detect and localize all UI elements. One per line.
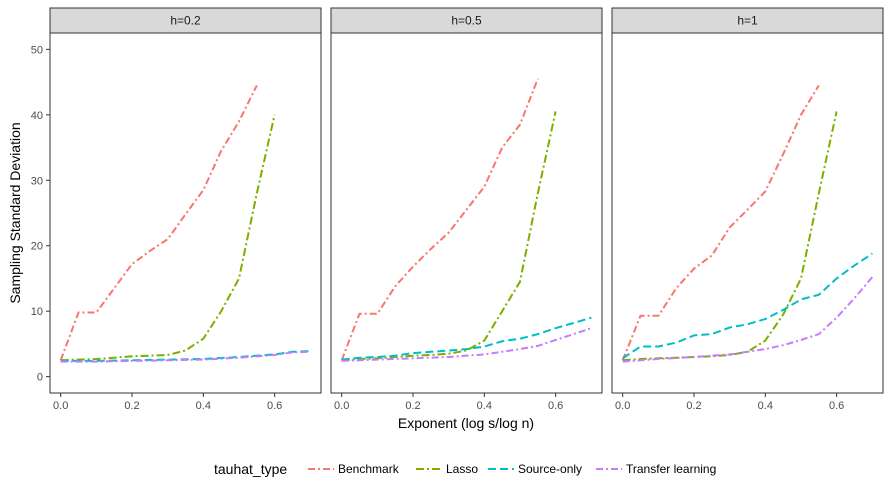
panel-border [611,32,884,394]
series-line-transfer-learning [341,327,592,362]
x-axis-title: Exponent (log s/log n) [398,415,534,431]
facet-label: h=0.5 [451,14,482,28]
panel-background [50,33,321,393]
legend-label: Lasso [446,462,478,476]
x-tick-label: 0.0 [615,400,630,412]
legend-label: Source-only [518,462,582,476]
facet-strip [49,7,322,34]
y-tick-labels: 0 10 20 30 40 50 [31,44,43,383]
series-line-transfer-learning [60,350,311,363]
y-tick-label: 50 [31,44,43,56]
panel-0: h=0.2 0.0 0.2 0.4 0.6 [46,7,322,412]
legend-title: tauhat_type [214,461,287,477]
series-line-lasso [341,111,557,362]
x-tick-label: 0.2 [124,400,139,412]
y-tick-label: 0 [37,372,43,384]
series-line-benchmark [59,84,258,361]
x-tick-label: 0.6 [829,400,844,412]
panel-2: h=1 0.0 0.2 0.4 0.6 [611,7,884,412]
x-tick-label: 0.2 [686,400,701,412]
facet-label: h=0.2 [170,14,201,28]
y-tick-label: 30 [31,175,43,187]
x-tick-label: 0.4 [758,400,773,412]
y-tick-label: 20 [31,241,43,253]
legend-label: Benchmark [338,462,400,476]
series-line-transfer-learning [622,276,874,363]
x-tick-label: 0.4 [196,400,211,412]
x-tick-label: 0.6 [267,400,282,412]
x-tick-label: 0.0 [334,400,349,412]
panel-background [331,33,602,393]
x-tick-label: 0.4 [477,400,492,412]
legend: tauhat_type Benchmark Lasso Source-only Tra… [214,461,716,477]
panel-border [330,32,603,394]
panels-layer: h=0.2 0.0 0.2 0.4 0.6 h=0.5 0.0 0.2 0.4 0.6 h=1 0.0… [46,7,884,412]
y-axis-title: Sampling Standard Deviation [7,122,23,303]
facet-label: h=1 [737,14,758,28]
facet-strip [611,7,884,34]
series-line-source-only [341,316,592,361]
y-tick-label: 10 [31,306,43,318]
series-line-benchmark [621,84,820,361]
series-line-benchmark [340,78,539,361]
x-tick-label: 0.2 [405,400,420,412]
panel-border [49,32,322,394]
x-tick-label: 0.6 [548,400,563,412]
x-tick-label: 0.0 [53,400,68,412]
series-line-lasso [60,114,276,362]
panel-1: h=0.5 0.0 0.2 0.4 0.6 [330,7,603,412]
y-tick-label: 40 [31,110,43,122]
panel-background [612,33,883,393]
legend-label: Transfer learning [626,462,716,476]
